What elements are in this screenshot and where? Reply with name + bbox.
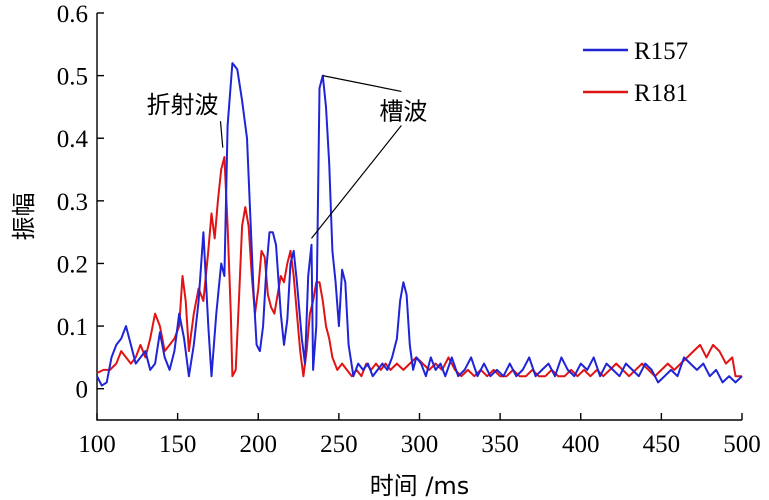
y-tick-label: 0.3 [57, 189, 88, 216]
y-axis-title: 振幅 [10, 193, 38, 241]
annotation-label: 槽波 [379, 97, 427, 125]
x-tick-label: 400 [562, 431, 600, 458]
y-tick-label: 0.2 [57, 251, 88, 278]
annotation-leader [322, 75, 402, 93]
series-line-r181 [96, 156, 742, 378]
legend-label: R157 [634, 38, 688, 65]
y-tick-label: 0.5 [57, 64, 88, 91]
annotation-leader [310, 125, 402, 239]
y-tick-label: 0.1 [57, 314, 88, 341]
x-tick-label: 200 [240, 431, 278, 458]
x-tick-label: 100 [78, 431, 116, 458]
series-layer [96, 62, 743, 387]
legend: R157 R181 [583, 38, 688, 107]
annotation-leader [219, 121, 224, 148]
x-tick-label: 350 [481, 431, 519, 458]
x-axis-title: 时间 /ms [370, 472, 470, 500]
y-tick-label: 0 [76, 377, 89, 404]
series-line-r157 [96, 62, 743, 387]
x-tick-label: 300 [401, 431, 439, 458]
x-tick-label: 150 [159, 431, 197, 458]
annotation-label: 折射波 [146, 91, 218, 119]
y-tick-label: 0.6 [57, 1, 88, 28]
legend-label: R181 [634, 80, 688, 107]
x-tick-label: 500 [723, 431, 761, 458]
axes: 100 150 200 250 300 350 400 450 500 0 0.1 0.2 0.3 0.4… [10, 1, 761, 500]
annotations: 折射波 槽波 [146, 75, 427, 239]
x-tick-label: 450 [643, 431, 681, 458]
y-tick-label: 0.4 [57, 126, 89, 153]
x-tick-label: 250 [320, 431, 358, 458]
axis-frame [96, 13, 742, 421]
